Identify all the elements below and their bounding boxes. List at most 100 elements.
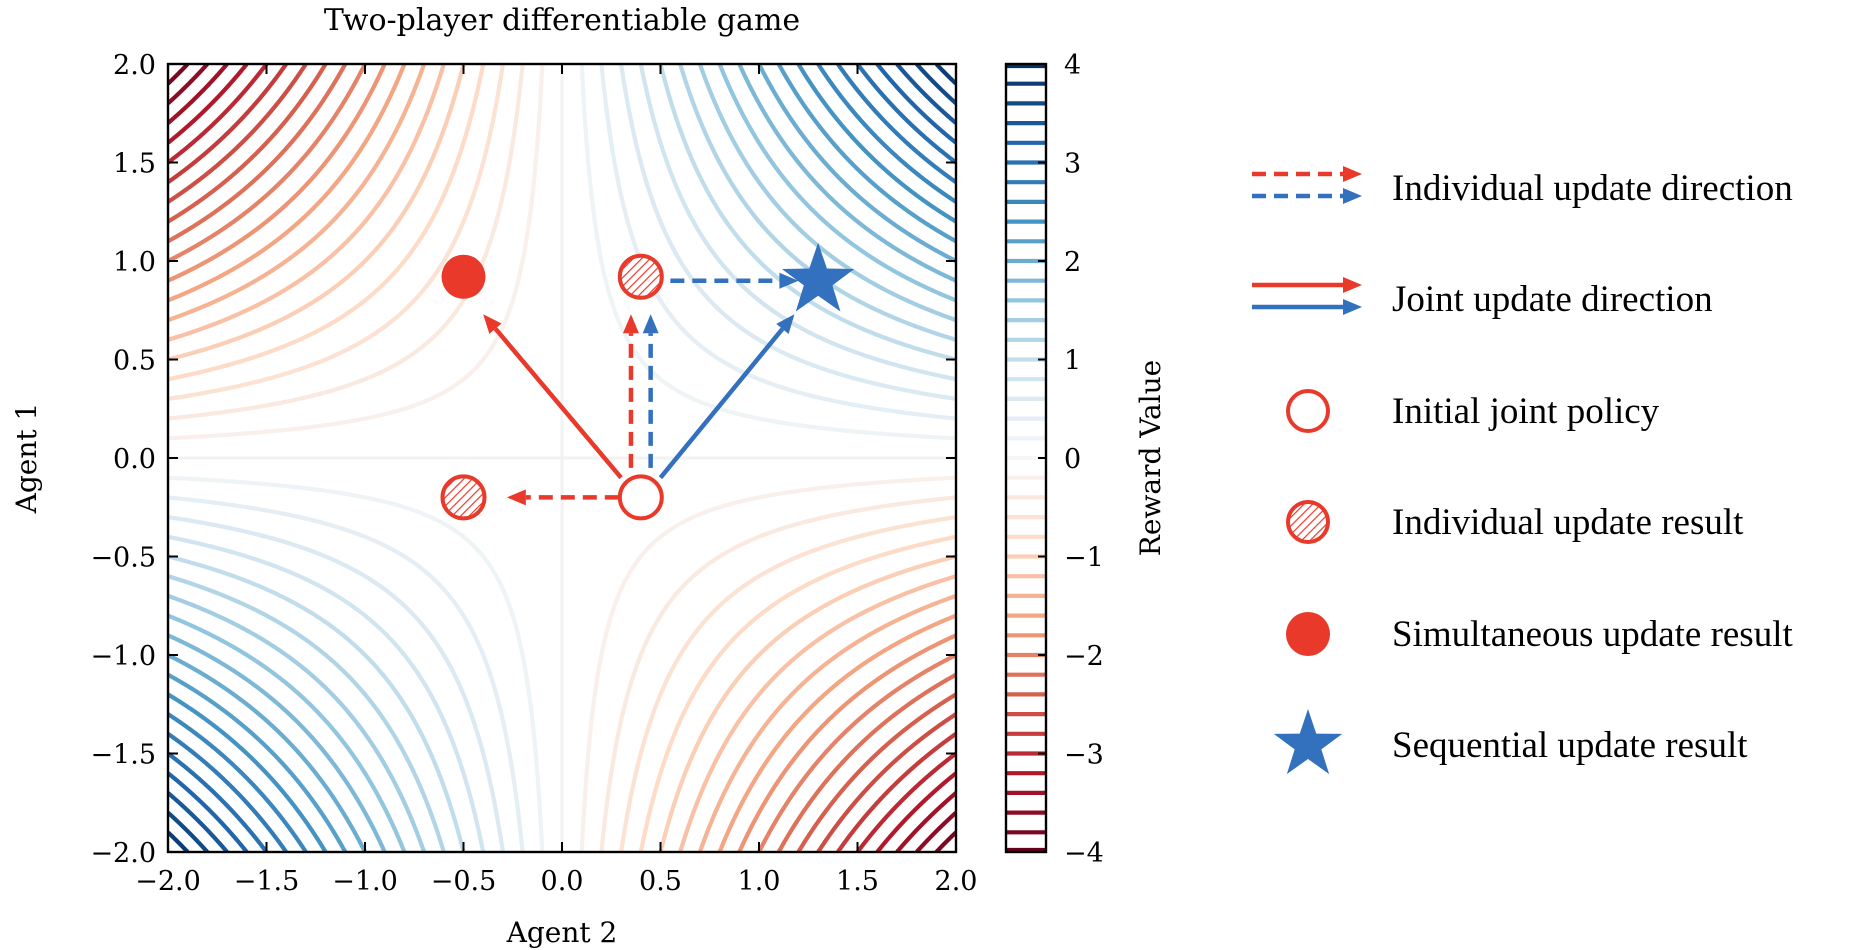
legend-item: Joint update direction xyxy=(1252,277,1713,320)
individual-update-arrow xyxy=(506,489,641,506)
contour-line xyxy=(168,751,269,852)
individual-result-marker xyxy=(440,474,487,521)
contour-line xyxy=(168,534,486,852)
contour-line xyxy=(776,64,956,244)
legend-item: Individual update direction xyxy=(1252,166,1793,209)
legend-label: Individual update result xyxy=(1392,502,1744,543)
y-tick-label: 1.0 xyxy=(113,247,156,278)
contour-line xyxy=(895,791,956,852)
y-tick-label: −0.5 xyxy=(90,543,156,574)
contour-line xyxy=(168,732,288,852)
legend-item: Individual update result xyxy=(1286,500,1744,544)
x-tick-label: −1.0 xyxy=(332,866,398,897)
sequential-result-star xyxy=(781,242,855,312)
x-tick-label: −0.5 xyxy=(431,866,497,897)
contour-line xyxy=(168,692,328,852)
contour-line xyxy=(168,64,367,263)
x-tick-label: −2.0 xyxy=(135,866,201,897)
colorbar-tick-label: 3 xyxy=(1064,149,1081,180)
individual-update-arrow xyxy=(622,314,639,468)
legend-label: Sequential update result xyxy=(1392,725,1748,766)
legend-red-solid-arrow xyxy=(1252,277,1362,293)
x-tick-label: 1.0 xyxy=(738,866,781,897)
contour-line xyxy=(168,64,466,362)
legend-filled-circle xyxy=(1286,612,1330,656)
legend-item: Simultaneous update result xyxy=(1286,612,1793,656)
contour-line xyxy=(168,64,229,125)
contour-line xyxy=(168,64,209,105)
contour-line xyxy=(168,64,427,323)
contour-line xyxy=(934,64,956,86)
contour-line xyxy=(168,554,466,852)
legend-label: Simultaneous update result xyxy=(1392,614,1793,655)
axis-zero-lines xyxy=(168,64,956,852)
chart-title: Two-player differentiable game xyxy=(324,3,800,38)
colorbar-ticks: 4 3 2 1 0 −1 −2 −3 −4 xyxy=(1038,50,1104,869)
y-tick-label: 0.0 xyxy=(113,444,156,475)
legend-hollow-circle xyxy=(1286,389,1330,433)
colorbar-label: Reward Value xyxy=(1134,360,1167,556)
simultaneous-result-marker xyxy=(441,254,486,299)
contour-line xyxy=(697,593,956,852)
contour-line xyxy=(168,771,249,852)
contour-line xyxy=(757,653,956,852)
contour-line xyxy=(816,712,956,852)
contour-line xyxy=(168,593,427,852)
joint-update-arrow xyxy=(483,314,623,480)
contour-line xyxy=(599,64,956,421)
y-tick-label: −2.0 xyxy=(90,838,156,869)
contour-line xyxy=(168,64,288,184)
legend-item: Initial joint policy xyxy=(1286,389,1660,433)
legend-item: Sequential update result xyxy=(1273,709,1748,775)
contour-line xyxy=(678,64,956,342)
contour-line xyxy=(717,613,956,852)
contour-line xyxy=(678,574,956,852)
legend-label: Initial joint policy xyxy=(1392,391,1660,432)
contour-line xyxy=(168,633,387,852)
contour-line xyxy=(757,64,956,263)
contour-line xyxy=(796,692,956,852)
contour-line xyxy=(168,64,249,145)
contour-line xyxy=(599,495,956,852)
colorbar-tick-label: 1 xyxy=(1064,346,1081,377)
contour-line xyxy=(915,64,956,105)
contour-line xyxy=(658,554,956,852)
contour-line xyxy=(875,771,956,852)
contour-line xyxy=(168,811,209,852)
individual-update-arrow xyxy=(642,314,659,468)
colorbar-tick-label: −4 xyxy=(1064,838,1104,869)
x-axis-label: Agent 2 xyxy=(506,916,618,949)
contour-line xyxy=(168,64,525,421)
contour-line xyxy=(619,64,956,401)
contour-line xyxy=(875,64,956,145)
legend-blue-dashed-arrow xyxy=(1252,188,1362,204)
contour-line xyxy=(168,515,505,852)
contour-line xyxy=(168,64,407,303)
contour-line xyxy=(855,751,956,852)
x-tick-label: 1.5 xyxy=(836,866,879,897)
individual-result-marker xyxy=(617,253,664,300)
colorbar-tick-label: 2 xyxy=(1064,247,1081,278)
contour-line xyxy=(717,64,956,303)
colorbar-tick-label: −2 xyxy=(1064,641,1104,672)
legend-star xyxy=(1273,709,1343,775)
contour-line xyxy=(836,732,956,852)
contour-line xyxy=(168,495,525,852)
x-axis-ticks: −2.0 −1.5 −1.0 −0.5 0.0 0.5 1.0 1.5 2.0 xyxy=(135,64,977,897)
contour-line xyxy=(168,64,269,165)
contour-line xyxy=(168,64,348,244)
contour-line xyxy=(776,672,956,852)
contour-line xyxy=(638,534,956,852)
y-tick-label: 1.5 xyxy=(113,149,156,180)
contour-line xyxy=(168,672,348,852)
colorbar-tick-label: −1 xyxy=(1064,543,1104,574)
contour-line xyxy=(168,64,387,283)
y-axis-ticks: 2.0 1.5 1.0 0.5 0.0 −0.5 −1.0 −1.5 −2.0 xyxy=(90,50,956,869)
legend-hatched-circle xyxy=(1286,500,1330,544)
y-tick-label: 0.5 xyxy=(113,346,156,377)
contour-line xyxy=(915,811,956,852)
colorbar-tick-label: −3 xyxy=(1064,740,1104,771)
contour-line xyxy=(168,64,505,401)
contour-line xyxy=(796,64,956,224)
